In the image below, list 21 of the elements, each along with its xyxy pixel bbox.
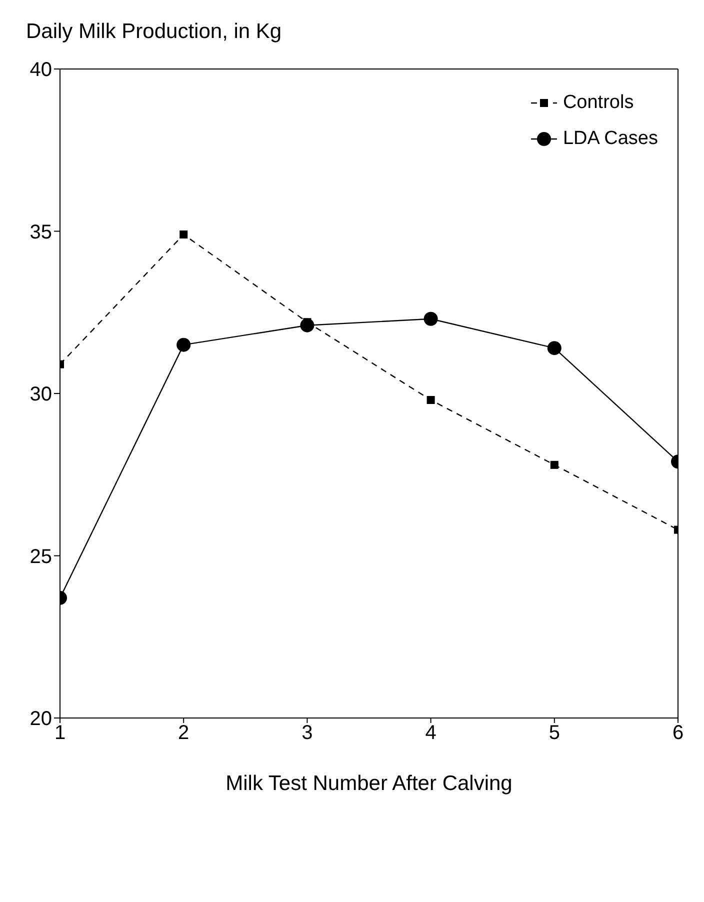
y-tick-label: 25 — [30, 546, 52, 568]
x-tick-label: 5 — [548, 722, 560, 744]
x-tick-label: 4 — [425, 722, 436, 744]
x-axis-title: Milk Test Number After Calving — [226, 772, 512, 795]
y-tick-label: 20 — [30, 708, 52, 730]
y-tick-label: 30 — [30, 384, 52, 406]
point — [550, 460, 558, 469]
x-tick-label: 2 — [178, 722, 190, 744]
point — [426, 396, 435, 404]
y-axis-title: Daily Milk Production, in Kg — [26, 20, 282, 44]
y-tick-label: 40 — [30, 59, 52, 82]
point — [180, 230, 188, 238]
y-tick-label: 35 — [30, 221, 52, 244]
legend-label: LDA Cases — [562, 128, 658, 150]
point — [424, 312, 438, 326]
point — [547, 341, 562, 356]
legend-label: Controls — [562, 92, 634, 114]
x-tick-label: 6 — [672, 722, 684, 744]
x-tick-label: 1 — [54, 722, 66, 744]
point — [176, 338, 191, 352]
x-tick-label: 3 — [302, 722, 313, 744]
